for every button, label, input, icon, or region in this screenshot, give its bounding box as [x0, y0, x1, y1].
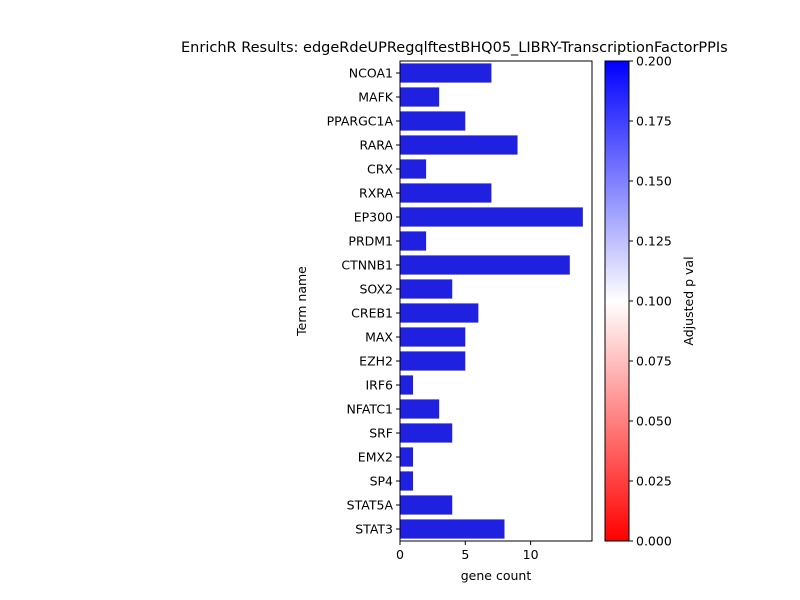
bar-max — [400, 327, 466, 347]
y-tick-label: SRF — [369, 426, 393, 441]
colorbar-tick-label: 0.025 — [636, 474, 672, 489]
y-axis-label: Term name — [294, 266, 309, 337]
bar-sox2 — [400, 279, 453, 299]
bar-irf6 — [400, 375, 414, 395]
y-tick-label: STAT3 — [355, 522, 393, 537]
bar-rxra — [400, 183, 492, 203]
bar-stat5a — [400, 495, 453, 515]
colorbar — [604, 60, 630, 542]
bar-ezh2 — [400, 351, 466, 371]
y-tick-label: EZH2 — [359, 354, 393, 369]
bar-srf — [400, 423, 453, 443]
bar-stat3 — [400, 519, 505, 539]
bar-creb1 — [400, 303, 479, 323]
plot-frame — [399, 60, 593, 542]
y-tick-label: EMX2 — [358, 450, 393, 465]
y-tick-label: RXRA — [359, 186, 393, 201]
x-tick-label: 0 — [396, 547, 404, 562]
x-axis-label: gene count — [461, 568, 532, 583]
bar-ep300 — [400, 207, 583, 227]
y-tick-labels: NCOA1 MAFK PPARGC1A RARA CRX RXRA EP300 PRDM1 CT… — [327, 66, 400, 537]
y-tick-label: IRF6 — [365, 378, 393, 393]
y-tick-label: NFATC1 — [346, 402, 393, 417]
bars-group — [400, 63, 583, 539]
chart-title: EnrichR Results: edgeRdeUPRegqlftestBHQ0… — [181, 40, 728, 56]
bar-prdm1 — [400, 231, 427, 251]
y-tick-label: SP4 — [370, 474, 393, 489]
y-tick-label: MAFK — [358, 90, 394, 105]
colorbar-tick-label: 0.200 — [636, 54, 672, 69]
bar-crx — [400, 159, 427, 179]
bar-nfatc1 — [400, 399, 440, 419]
bar-sp4 — [400, 471, 414, 491]
x-tick-label: 5 — [461, 547, 469, 562]
colorbar-tick-label: 0.050 — [636, 414, 672, 429]
y-tick-label: PPARGC1A — [327, 114, 394, 129]
y-tick-label: MAX — [365, 330, 393, 345]
y-tick-label: RARA — [360, 138, 394, 153]
colorbar-label: Adjusted p val — [681, 256, 696, 345]
y-tick-label: CTNNB1 — [341, 258, 393, 273]
colorbar-tick-label: 0.000 — [636, 534, 672, 549]
colorbar-tick-label: 0.100 — [636, 294, 672, 309]
x-tick-label: 10 — [523, 547, 539, 562]
bar-mafk — [400, 87, 440, 107]
y-tick-label: CREB1 — [351, 306, 393, 321]
y-tick-label: PRDM1 — [348, 234, 393, 249]
y-tick-label: EP300 — [354, 210, 393, 225]
bar-ncoa1 — [400, 63, 492, 83]
y-tick-label: SOX2 — [360, 282, 394, 297]
bar-ctnnb1 — [400, 255, 570, 275]
colorbar-tick-label: 0.175 — [636, 114, 672, 129]
bar-ppargc1a — [400, 111, 466, 131]
bar-rara — [400, 135, 518, 155]
colorbar-tick-label: 0.150 — [636, 174, 672, 189]
y-tick-label: CRX — [367, 162, 393, 177]
y-tick-label: NCOA1 — [349, 66, 393, 81]
colorbar-tick-label: 0.125 — [636, 234, 672, 249]
colorbar-tick-label: 0.075 — [636, 354, 672, 369]
colorbar-ticks: 0.000 0.025 0.050 0.075 0.100 0.125 0.150 0.175… — [629, 54, 672, 549]
bar-emx2 — [400, 447, 414, 467]
y-tick-label: STAT5A — [347, 498, 394, 513]
x-ticks: 0 5 10 — [396, 541, 539, 562]
